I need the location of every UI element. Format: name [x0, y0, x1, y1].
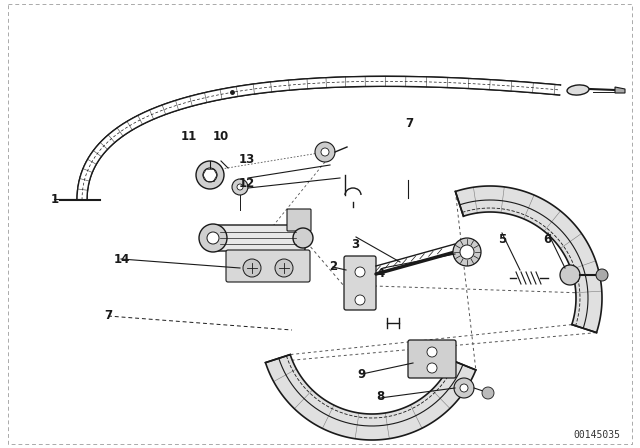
Circle shape	[454, 378, 474, 398]
Text: 14: 14	[113, 253, 130, 267]
Circle shape	[596, 269, 608, 281]
Text: 6: 6	[543, 233, 551, 246]
Circle shape	[196, 161, 224, 189]
FancyBboxPatch shape	[226, 250, 310, 282]
Ellipse shape	[567, 85, 589, 95]
FancyBboxPatch shape	[287, 209, 311, 231]
Circle shape	[453, 238, 481, 266]
Circle shape	[321, 148, 329, 156]
Circle shape	[199, 224, 227, 252]
Text: 7: 7	[406, 116, 413, 130]
Text: 11: 11	[180, 130, 197, 143]
Circle shape	[460, 384, 468, 392]
Circle shape	[237, 184, 243, 190]
FancyBboxPatch shape	[408, 340, 456, 378]
Circle shape	[427, 347, 437, 357]
Text: 1: 1	[51, 193, 58, 206]
Circle shape	[293, 228, 313, 248]
Circle shape	[207, 232, 219, 244]
Circle shape	[482, 387, 494, 399]
Circle shape	[275, 259, 293, 277]
Text: 9: 9	[358, 367, 365, 381]
Circle shape	[460, 245, 474, 259]
Polygon shape	[615, 87, 625, 93]
Text: 2: 2	[329, 260, 337, 273]
Text: 7: 7	[105, 309, 113, 323]
Circle shape	[355, 295, 365, 305]
FancyBboxPatch shape	[344, 256, 376, 310]
FancyBboxPatch shape	[211, 225, 305, 251]
Text: 10: 10	[212, 130, 229, 143]
Text: 4: 4	[377, 267, 385, 280]
Text: 5: 5	[499, 233, 506, 246]
Polygon shape	[77, 76, 561, 200]
Circle shape	[203, 168, 217, 182]
Circle shape	[243, 259, 261, 277]
Text: 3: 3	[351, 237, 359, 251]
Circle shape	[560, 265, 580, 285]
Text: 12: 12	[238, 177, 255, 190]
Polygon shape	[266, 354, 476, 440]
Text: 13: 13	[238, 152, 255, 166]
Circle shape	[315, 142, 335, 162]
Polygon shape	[456, 186, 602, 332]
Text: 8: 8	[377, 390, 385, 403]
Text: 00145035: 00145035	[573, 430, 620, 440]
Circle shape	[355, 267, 365, 277]
Circle shape	[232, 179, 248, 195]
Circle shape	[427, 363, 437, 373]
